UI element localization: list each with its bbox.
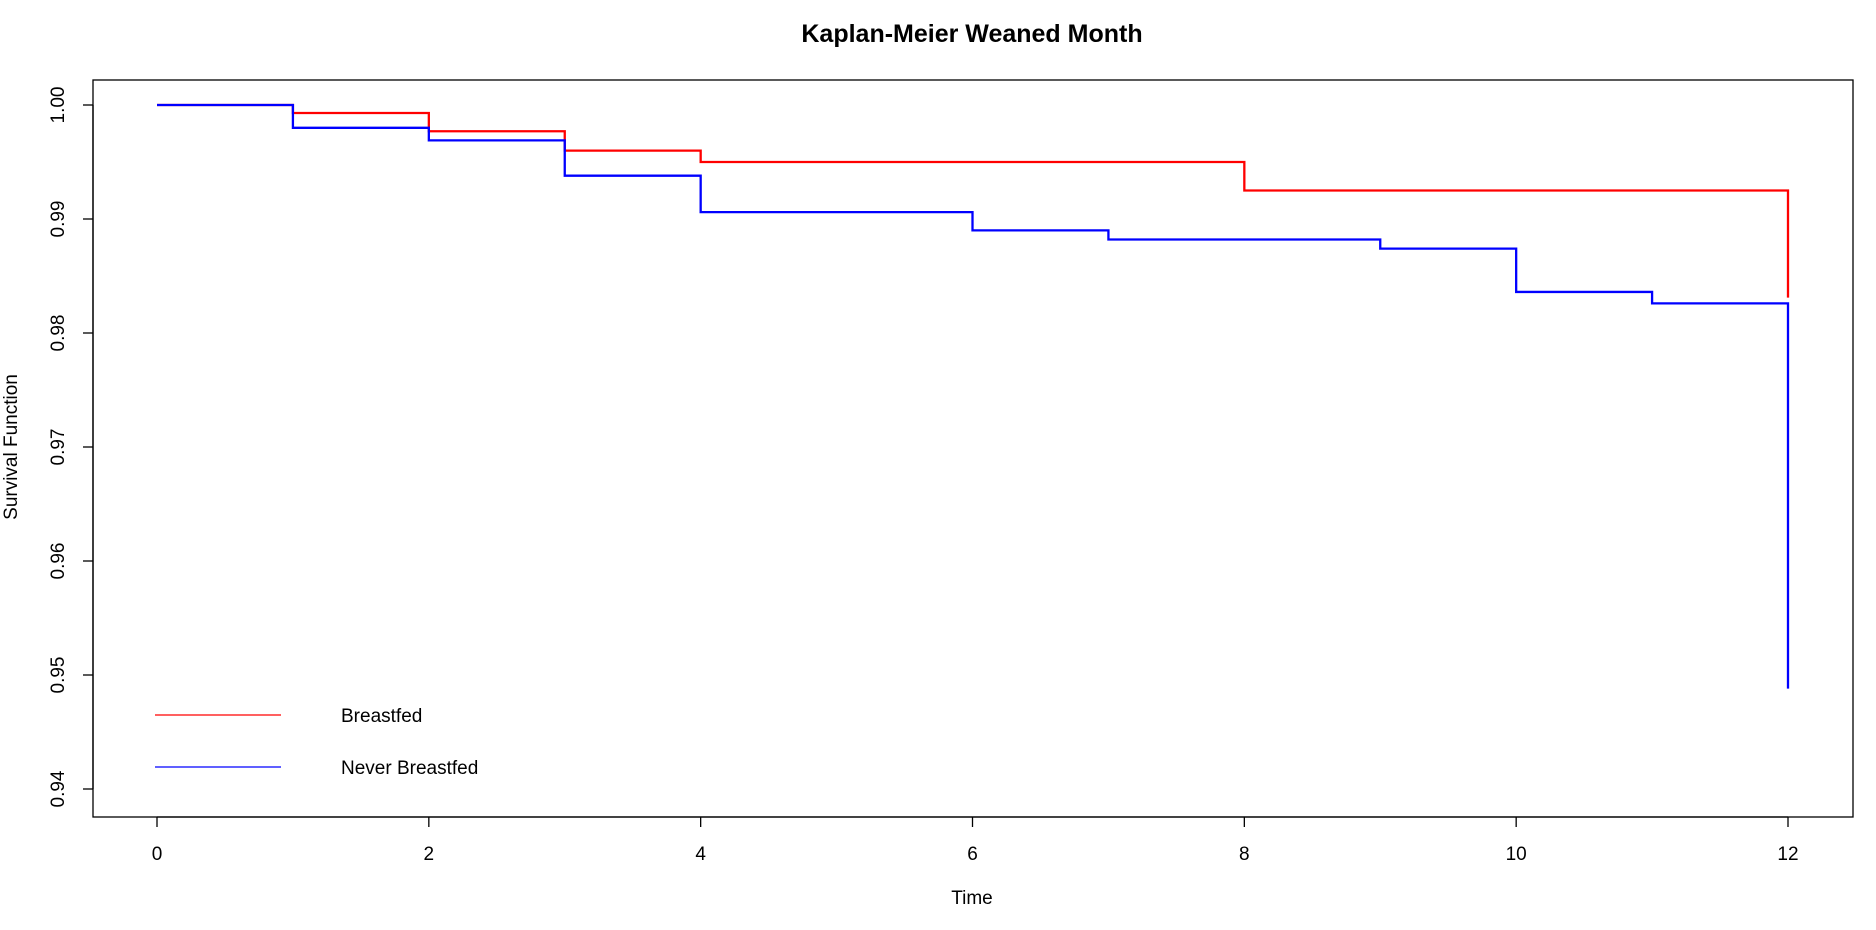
legend-label: Breastfed [341,706,422,727]
series-line-breastfed [157,103,1790,298]
x-tick-label: 10 [1506,844,1527,865]
legend: Breastfed Never Breastfed [155,706,478,779]
x-axis-title: Time [951,888,993,909]
y-tick-label: 0.95 [48,657,69,694]
x-tick-label: 2 [424,844,435,865]
series-layer [157,103,1790,689]
x-tick-label: 6 [967,844,978,865]
x-axis: 0 2 4 6 8 10 12 [152,816,1799,865]
y-tick-label: 0.94 [48,770,69,807]
y-axis: 0.94 0.95 0.96 0.97 0.98 0.99 1.00 [48,87,94,807]
x-tick-label: 8 [1239,844,1250,865]
y-tick-label: 0.96 [48,543,69,580]
y-tick-label: 0.99 [48,201,69,238]
series-line-never-breastfed [157,103,1790,689]
y-tick-label: 1.00 [48,87,69,124]
x-tick-label: 0 [152,844,163,865]
x-tick-label: 12 [1777,844,1798,865]
chart-title: Kaplan-Meier Weaned Month [801,20,1142,48]
y-axis-title: Survival Function [1,374,22,520]
x-tick-label: 4 [695,844,706,865]
y-tick-label: 0.98 [48,315,69,352]
y-tick-label: 0.97 [48,429,69,466]
legend-label: Never Breastfed [341,758,478,779]
